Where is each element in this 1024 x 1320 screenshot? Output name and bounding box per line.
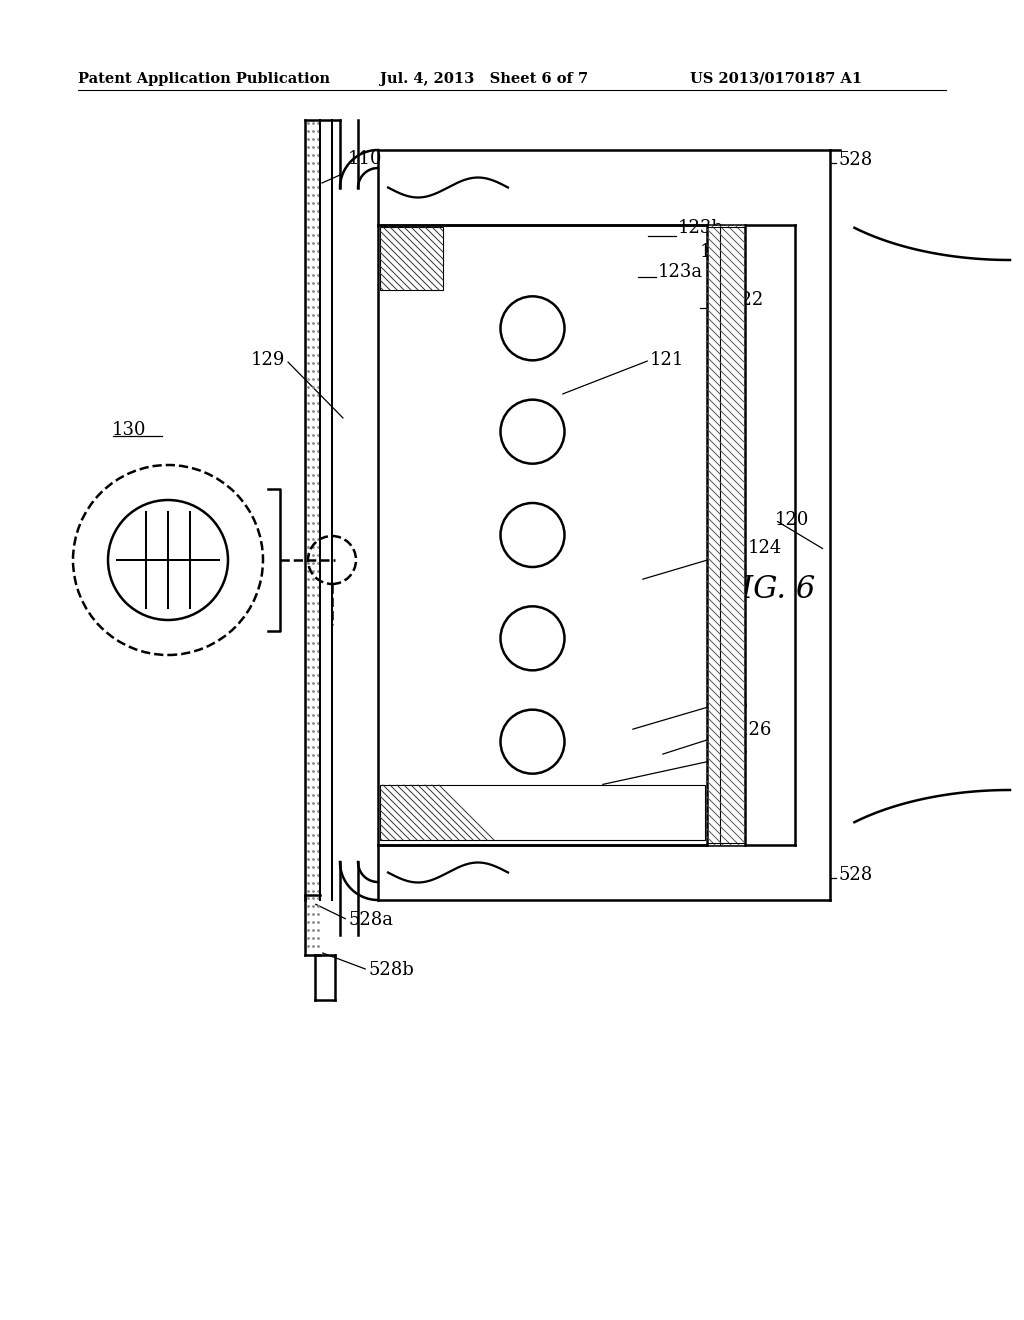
Text: 123: 123: [700, 243, 734, 261]
Text: 125: 125: [715, 696, 750, 714]
Text: FIG. 6: FIG. 6: [720, 574, 815, 606]
Text: 110: 110: [348, 150, 383, 168]
Bar: [380, 227, 443, 290]
Text: Patent Application Publication: Patent Application Publication: [78, 73, 330, 86]
Text: 122: 122: [730, 290, 764, 309]
Text: 127: 127: [715, 751, 750, 770]
Text: 528a: 528a: [348, 911, 393, 929]
Bar: [380, 785, 705, 840]
Text: 123b: 123b: [678, 219, 724, 238]
Bar: [707, 224, 745, 845]
Text: 126: 126: [738, 721, 772, 739]
Text: 123a: 123a: [658, 263, 703, 281]
Text: 130: 130: [112, 421, 146, 440]
Text: 528: 528: [838, 150, 872, 169]
Text: 528b: 528b: [368, 961, 414, 979]
Text: 129: 129: [251, 351, 285, 370]
Text: 528: 528: [838, 866, 872, 884]
Text: 121: 121: [650, 351, 684, 370]
Text: Jul. 4, 2013   Sheet 6 of 7: Jul. 4, 2013 Sheet 6 of 7: [380, 73, 588, 86]
Text: 120: 120: [775, 511, 809, 529]
Text: 124: 124: [748, 539, 782, 557]
Text: US 2013/0170187 A1: US 2013/0170187 A1: [690, 73, 862, 86]
